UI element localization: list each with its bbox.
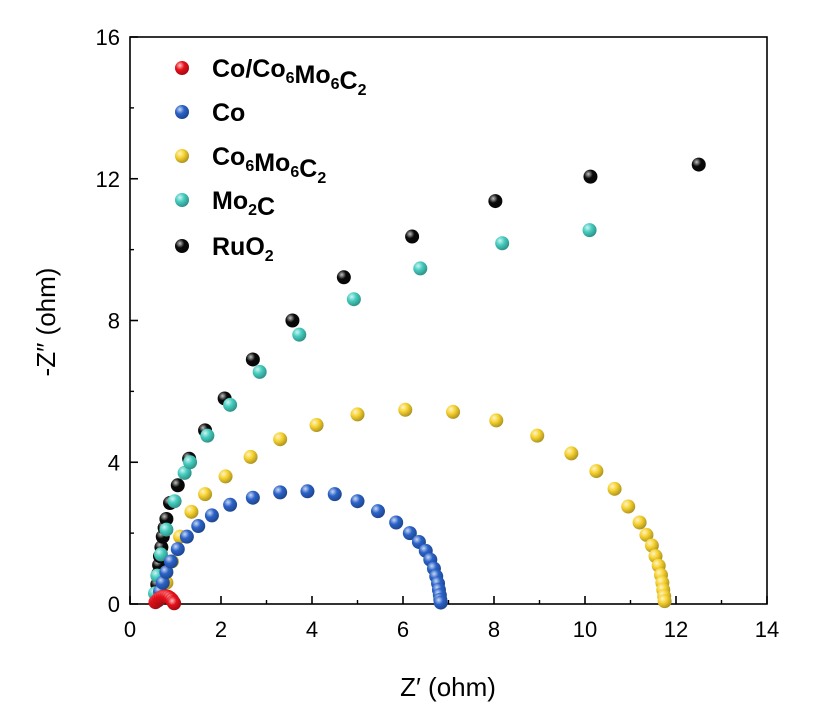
data-point bbox=[153, 547, 168, 562]
y-tick-label: 12 bbox=[96, 167, 120, 192]
data-point bbox=[163, 554, 178, 569]
data-point bbox=[218, 469, 233, 484]
legend-item: Co6Mo6C2 bbox=[175, 143, 326, 187]
data-point bbox=[159, 511, 174, 526]
data-point bbox=[179, 529, 194, 544]
y-axis-title: -Z″ (ohm) bbox=[31, 268, 61, 377]
data-point bbox=[589, 464, 604, 479]
data-point bbox=[300, 484, 315, 499]
data-point bbox=[159, 522, 174, 537]
series-Co6Mo6C2 bbox=[155, 402, 672, 609]
data-point bbox=[346, 292, 361, 307]
data-point bbox=[639, 527, 654, 542]
data-point bbox=[657, 594, 672, 609]
data-point bbox=[607, 481, 622, 496]
data-point bbox=[285, 313, 300, 328]
series-Co bbox=[151, 484, 448, 610]
data-point bbox=[184, 504, 199, 519]
data-point bbox=[309, 418, 324, 433]
x-tick-label: 6 bbox=[397, 617, 409, 642]
data-point bbox=[402, 526, 417, 541]
data-point bbox=[413, 261, 428, 276]
data-point bbox=[644, 538, 659, 553]
data-point bbox=[252, 364, 267, 379]
data-point bbox=[336, 270, 351, 285]
y-tick-label: 8 bbox=[108, 309, 120, 334]
x-tick-label: 0 bbox=[124, 617, 136, 642]
data-point bbox=[292, 327, 307, 342]
data-point bbox=[191, 519, 206, 534]
legend-item: Co/Co6Mo6C2 bbox=[175, 55, 367, 99]
data-point bbox=[582, 223, 597, 238]
data-point bbox=[621, 499, 636, 514]
legend-label: RuO2 bbox=[212, 233, 274, 265]
data-point bbox=[495, 236, 510, 251]
legend-marker bbox=[175, 149, 189, 163]
data-point bbox=[204, 508, 219, 523]
legend-label: Co/Co6Mo6C2 bbox=[212, 55, 367, 99]
legend-item: Co bbox=[175, 99, 245, 127]
x-tick-label: 14 bbox=[755, 617, 779, 642]
legend-marker bbox=[175, 61, 189, 75]
legend-label: Mo2C bbox=[212, 187, 275, 221]
data-point bbox=[433, 595, 448, 610]
data-point bbox=[198, 487, 213, 502]
data-point bbox=[691, 157, 706, 172]
data-point bbox=[273, 432, 288, 447]
x-tick-label: 2 bbox=[215, 617, 227, 642]
data-point bbox=[489, 413, 504, 428]
data-point bbox=[446, 404, 461, 419]
series-Co/Co6Mo6C2 bbox=[148, 589, 182, 611]
data-point bbox=[170, 478, 185, 493]
data-point bbox=[183, 455, 198, 470]
data-point bbox=[632, 515, 647, 530]
series-Mo2C bbox=[148, 223, 597, 601]
axis-ticks: 0 2 4 6 8 10 12 14 0 4 8 12 16 bbox=[96, 25, 780, 642]
data-point bbox=[243, 449, 258, 464]
data-point bbox=[405, 229, 420, 244]
data-point bbox=[398, 402, 413, 417]
legend-label: Co bbox=[212, 99, 245, 127]
data-point bbox=[155, 575, 170, 590]
data-point bbox=[370, 504, 385, 519]
data-point bbox=[530, 428, 545, 443]
data-point bbox=[223, 397, 238, 412]
data-point bbox=[327, 487, 342, 502]
data-point bbox=[200, 428, 215, 443]
data-point bbox=[389, 515, 404, 530]
x-tick-label: 10 bbox=[573, 617, 597, 642]
y-tick-label: 0 bbox=[108, 592, 120, 617]
legend-item: RuO2 bbox=[175, 233, 274, 265]
x-axis-title: Z′ (ohm) bbox=[400, 672, 496, 702]
legend-label: Co6Mo6C2 bbox=[212, 143, 326, 187]
data-point bbox=[167, 494, 182, 509]
data-point bbox=[488, 194, 503, 209]
series-RuO2 bbox=[150, 157, 706, 592]
data-point bbox=[350, 494, 365, 509]
legend-marker bbox=[175, 239, 189, 253]
data-point bbox=[583, 169, 598, 184]
data-point bbox=[177, 465, 192, 480]
x-tick-label: 8 bbox=[488, 617, 500, 642]
legend-item: Mo2C bbox=[175, 187, 275, 221]
data-point bbox=[159, 565, 174, 580]
data-point bbox=[245, 490, 260, 505]
data-point bbox=[245, 352, 260, 367]
x-tick-label: 12 bbox=[664, 617, 688, 642]
data-point bbox=[223, 497, 238, 512]
data-point bbox=[167, 596, 182, 611]
y-tick-label: 4 bbox=[108, 450, 120, 475]
legend-marker bbox=[175, 105, 189, 119]
data-point bbox=[273, 485, 288, 500]
data-points bbox=[148, 157, 706, 611]
data-point bbox=[350, 407, 365, 422]
data-point bbox=[564, 446, 579, 461]
data-point bbox=[170, 542, 185, 557]
x-tick-label: 4 bbox=[306, 617, 318, 642]
y-tick-label: 16 bbox=[96, 25, 120, 50]
legend-marker bbox=[175, 193, 189, 207]
